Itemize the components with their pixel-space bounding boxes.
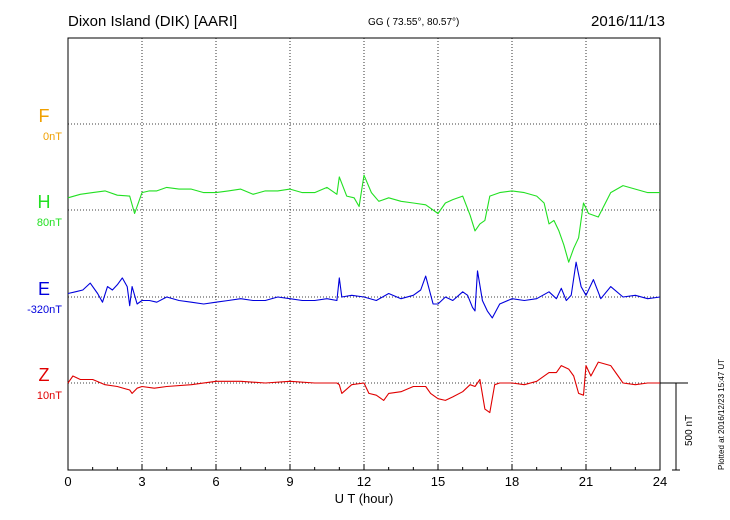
series-name-h: H <box>38 192 51 212</box>
x-tick-label: 21 <box>579 474 593 489</box>
series-line-z <box>67 361 660 414</box>
series-lines <box>67 174 661 414</box>
x-tick-label: 6 <box>212 474 219 489</box>
coords-label: GG ( 73.55°, 80.57°) <box>368 17 459 28</box>
series-line-e <box>67 261 661 319</box>
x-ticks: 0 3 6 9 12 15 18 21 24 <box>64 464 667 489</box>
x-tick-label: 0 <box>64 474 71 489</box>
station-title: Dixon Island (DIK) [AARI] <box>68 13 237 30</box>
x-tick-label: 9 <box>286 474 293 489</box>
series-offset-z: 10nT <box>37 390 62 402</box>
series-offset-f: 0nT <box>43 131 62 143</box>
x-tick-label: 3 <box>138 474 145 489</box>
series-offset-e: -320nT <box>27 304 62 316</box>
grid-lines <box>68 38 660 470</box>
series-labels: F 0nT H 80nT E -320nT Z 10nT <box>27 106 62 402</box>
date-label: 2016/11/13 <box>591 13 665 30</box>
x-tick-label: 18 <box>505 474 519 489</box>
series-name-f: F <box>39 106 50 126</box>
series-offset-h: 80nT <box>37 217 62 229</box>
series-name-z: Z <box>39 365 50 385</box>
scale-bar: 500 nT <box>660 382 695 471</box>
scale-bar-label: 500 nT <box>684 415 695 446</box>
x-tick-label: 24 <box>653 474 667 489</box>
x-axis-label: U T (hour) <box>335 491 394 506</box>
x-tick-label: 12 <box>357 474 371 489</box>
series-line-h <box>67 174 660 263</box>
series-name-e: E <box>38 279 50 299</box>
x-tick-label: 15 <box>431 474 445 489</box>
plotted-at-note: Plotted at 2016/12/23 15:47 UT <box>717 359 726 470</box>
